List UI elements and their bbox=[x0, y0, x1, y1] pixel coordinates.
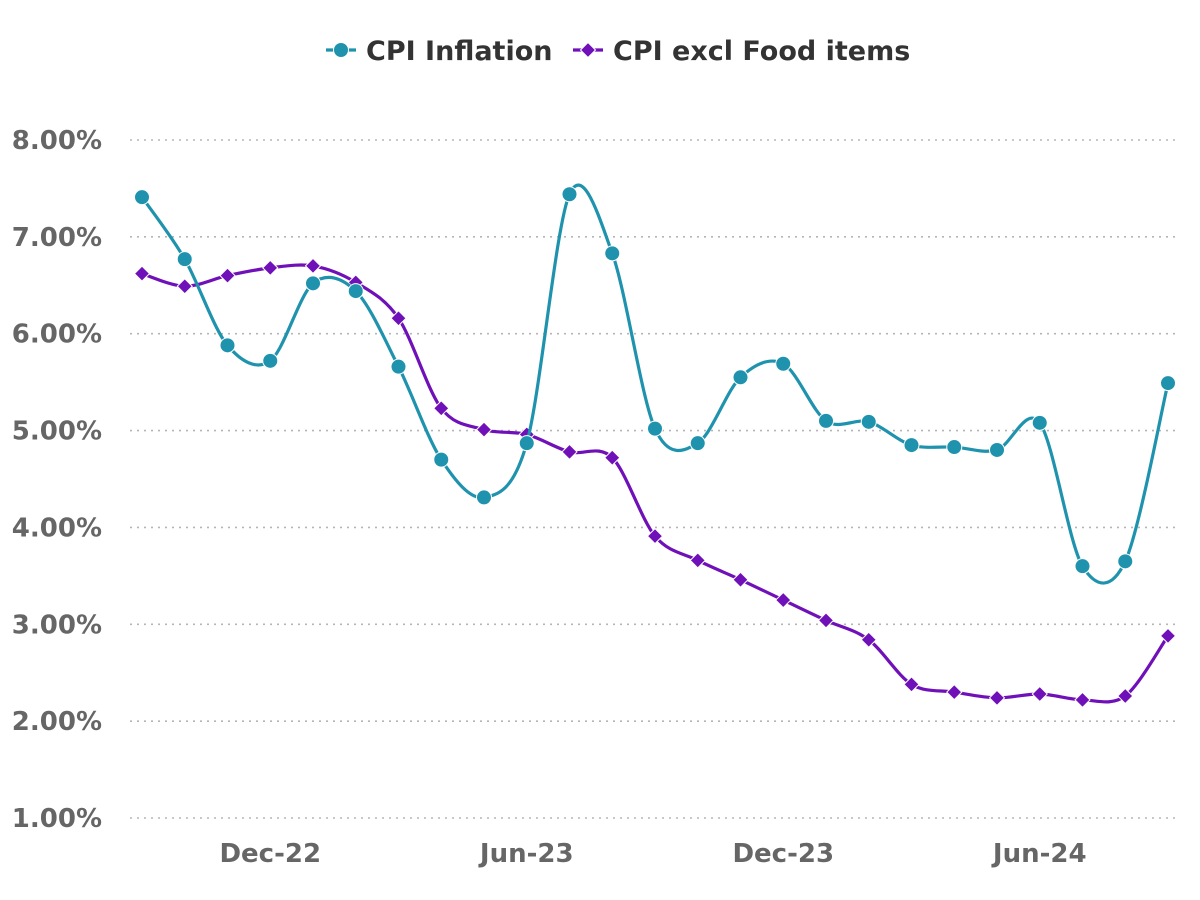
data-point-circle bbox=[476, 489, 492, 506]
data-point-circle bbox=[647, 420, 663, 437]
data-point-circle bbox=[732, 369, 749, 386]
data-point-circle bbox=[176, 251, 193, 268]
data-point-diamond bbox=[390, 310, 407, 327]
data-point-circle bbox=[989, 441, 1005, 458]
data-point-diamond bbox=[604, 449, 621, 466]
series-layer bbox=[133, 183, 1177, 709]
data-point-circle bbox=[305, 275, 321, 292]
data-point-diamond bbox=[817, 612, 835, 629]
data-point-diamond bbox=[561, 443, 578, 461]
data-point-circle bbox=[946, 439, 963, 456]
y-tick-label: 8.00% bbox=[12, 126, 102, 156]
y-tick-label: 4.00% bbox=[12, 513, 102, 543]
legend-marker-circle bbox=[333, 42, 349, 58]
data-point-circle bbox=[561, 186, 578, 203]
y-tick-label: 7.00% bbox=[12, 223, 102, 253]
data-point-diamond bbox=[262, 259, 279, 277]
data-point-diamond bbox=[860, 631, 877, 648]
legend: CPI Inflation CPI excl Food items bbox=[326, 36, 910, 67]
x-tick-label: Dec-22 bbox=[219, 839, 321, 869]
data-point-circle bbox=[1160, 375, 1176, 392]
data-point-diamond bbox=[732, 571, 749, 588]
legend-marker-diamond bbox=[579, 41, 597, 59]
y-tick-label: 2.00% bbox=[12, 707, 102, 737]
legend-item[interactable]: CPI Inflation bbox=[326, 36, 552, 67]
data-point-circle bbox=[818, 412, 834, 429]
data-point-circle bbox=[1031, 414, 1048, 431]
data-point-diamond bbox=[475, 421, 493, 438]
data-point-diamond bbox=[176, 278, 193, 295]
data-point-circle bbox=[903, 437, 920, 454]
data-point-circle bbox=[134, 189, 150, 206]
data-point-diamond bbox=[689, 552, 706, 569]
legend-item[interactable]: CPI excl Food items bbox=[573, 36, 910, 67]
data-point-circle bbox=[860, 413, 877, 430]
data-point-diamond bbox=[1117, 687, 1134, 705]
data-point-diamond bbox=[988, 689, 1006, 707]
data-point-circle bbox=[518, 435, 535, 452]
data-point-circle bbox=[1117, 553, 1134, 570]
data-point-circle bbox=[775, 355, 792, 372]
data-point-diamond bbox=[1159, 627, 1177, 645]
data-point-diamond bbox=[1074, 691, 1091, 709]
data-point-diamond bbox=[646, 527, 664, 545]
data-point-diamond bbox=[133, 265, 151, 282]
data-point-circle bbox=[1074, 558, 1091, 575]
y-axis-ticks: 1.00% 2.00% 3.00% 4.00% 5.00% 6.00% 7.00% 8.00% bbox=[12, 126, 102, 834]
x-axis-ticks: Dec-22 Jun-23 Dec-23 Jun-24 bbox=[219, 839, 1086, 869]
data-point-diamond bbox=[433, 400, 450, 417]
data-point-circle bbox=[689, 435, 706, 452]
legend-label: CPI excl Food items bbox=[613, 36, 910, 67]
legend-label: CPI Inflation bbox=[366, 36, 552, 67]
series-line bbox=[140, 263, 1170, 704]
data-point-diamond bbox=[946, 683, 963, 701]
data-point-circle bbox=[347, 283, 364, 300]
data-point-circle bbox=[604, 245, 621, 262]
y-tick-label: 5.00% bbox=[12, 417, 102, 447]
data-point-diamond bbox=[1031, 685, 1048, 703]
data-point-circle bbox=[390, 358, 407, 375]
x-tick-label: Dec-23 bbox=[732, 839, 834, 869]
y-tick-label: 1.00% bbox=[12, 804, 102, 834]
gridlines bbox=[130, 139, 1178, 819]
data-point-diamond bbox=[219, 267, 236, 284]
y-tick-label: 3.00% bbox=[12, 610, 102, 640]
series-cpi-excl-food bbox=[133, 257, 1177, 709]
y-tick-label: 6.00% bbox=[12, 320, 102, 350]
data-point-diamond bbox=[304, 257, 322, 275]
x-tick-label: Jun-23 bbox=[478, 839, 574, 869]
data-point-circle bbox=[262, 352, 279, 369]
x-tick-label: Jun-24 bbox=[991, 839, 1087, 869]
data-point-diamond bbox=[903, 676, 920, 693]
data-point-circle bbox=[219, 337, 236, 354]
data-point-diamond bbox=[775, 591, 792, 609]
series-line bbox=[140, 183, 1170, 585]
series-cpi-inflation bbox=[134, 183, 1176, 585]
data-point-circle bbox=[433, 451, 450, 468]
